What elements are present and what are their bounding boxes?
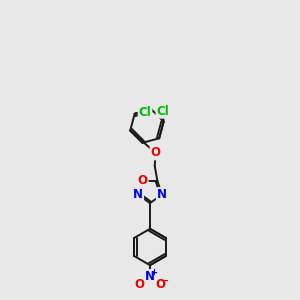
Text: O: O: [155, 278, 165, 291]
Text: −: −: [160, 276, 169, 286]
Text: Cl: Cl: [156, 105, 169, 118]
Text: O: O: [135, 278, 145, 291]
Text: O: O: [138, 174, 148, 187]
Text: Cl: Cl: [139, 106, 152, 118]
Text: O: O: [151, 146, 160, 159]
Text: N: N: [133, 188, 143, 201]
Text: N: N: [145, 270, 155, 283]
Text: +: +: [150, 268, 157, 277]
Text: N: N: [157, 188, 167, 201]
